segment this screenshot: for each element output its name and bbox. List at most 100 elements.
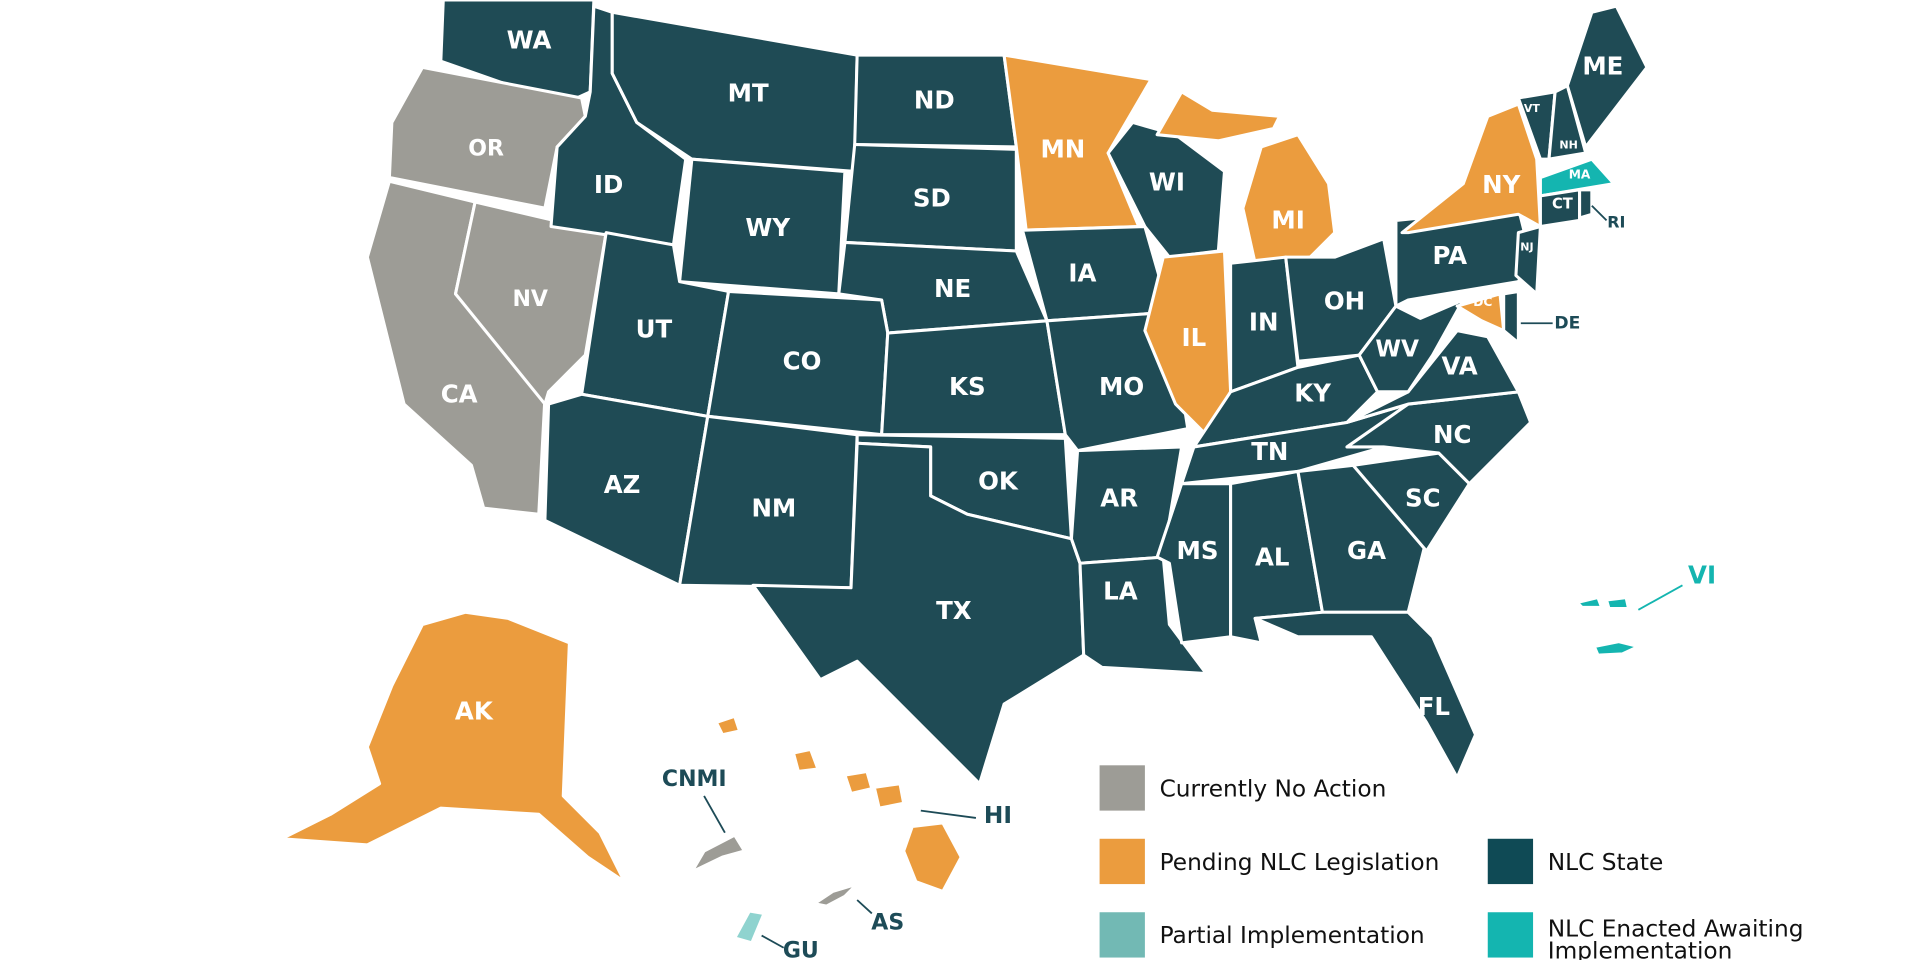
- legend-swatch: [1099, 838, 1145, 885]
- legend-swatch: [1487, 912, 1534, 958]
- legend-item: Currently No Action: [1099, 765, 1387, 811]
- region-label: MS: [1177, 536, 1219, 565]
- legend-label: NLC Enacted Awaiting Implementation: [1548, 915, 1804, 960]
- legend-label: NLC State: [1548, 849, 1664, 876]
- region-label: DC: [1473, 295, 1492, 309]
- region: GA: [1296, 463, 1429, 614]
- region-shape: [1400, 102, 1542, 235]
- region: OR: [387, 65, 587, 210]
- region: MS: [1155, 482, 1233, 645]
- region-shape: [791, 747, 820, 773]
- region: FL: [1253, 610, 1478, 780]
- region-shape: [1605, 596, 1631, 611]
- region: GU: [733, 909, 819, 960]
- region-shape: [751, 441, 1086, 786]
- region: MI: [1155, 90, 1337, 265]
- region-label: VA: [1441, 351, 1477, 380]
- region-label: KS: [949, 372, 986, 401]
- legend-label: Pending NLC Legislation: [1160, 849, 1440, 876]
- region: RI: [1578, 188, 1625, 231]
- region-shape: [1106, 120, 1227, 259]
- region-label: TX: [936, 596, 972, 625]
- region: SD: [843, 142, 1018, 253]
- region: DE: [1502, 289, 1580, 345]
- legend-swatch: [1487, 838, 1534, 885]
- region: NV: [453, 200, 608, 406]
- region-label: CNMI: [662, 767, 727, 792]
- region-label: AZ: [604, 470, 641, 499]
- region-label: OK: [978, 466, 1019, 495]
- region-label: WY: [745, 213, 790, 242]
- region-label: RI: [1607, 212, 1625, 231]
- region-label: WV: [1375, 336, 1419, 363]
- region-label: GU: [783, 938, 819, 960]
- region-label: NE: [934, 274, 971, 303]
- region-label: AL: [1255, 542, 1290, 571]
- region: VI: [1575, 561, 1716, 657]
- region-label: NM: [751, 493, 796, 522]
- region-label: MN: [1040, 135, 1085, 164]
- region: AK: [280, 610, 627, 884]
- region-label: NV: [512, 287, 548, 312]
- region-label: ND: [914, 86, 955, 115]
- region: CO: [706, 289, 890, 437]
- region: WY: [678, 157, 847, 296]
- region-label: NJ: [1520, 240, 1533, 253]
- region-shape: [1514, 225, 1542, 296]
- region-shape: [1253, 610, 1478, 780]
- region-label: PA: [1432, 241, 1467, 270]
- legend-item: Pending NLC Legislation: [1099, 838, 1440, 885]
- region-label: VT: [1524, 102, 1541, 115]
- region-shape: [1155, 90, 1282, 143]
- region: DC: [1455, 292, 1506, 333]
- region-label: IL: [1182, 323, 1207, 352]
- region-shape: [690, 833, 747, 874]
- region-shape: [543, 392, 710, 587]
- region-shape: [387, 65, 587, 210]
- region: ND: [853, 53, 1018, 149]
- leader-line: [856, 899, 873, 915]
- region-shape: [1565, 4, 1649, 149]
- region: WV: [1357, 298, 1465, 394]
- region: SC: [1351, 451, 1471, 553]
- leader-line: [1591, 205, 1608, 222]
- region-label: GA: [1347, 536, 1386, 565]
- region-shape: [1241, 133, 1337, 265]
- region-shape: [1296, 463, 1429, 614]
- region-label: CO: [783, 346, 822, 375]
- region-label: WI: [1149, 168, 1185, 197]
- legend-swatch: [1099, 765, 1145, 811]
- region: NH: [1547, 84, 1588, 161]
- region: HI: [714, 714, 1012, 893]
- region-label: OH: [1324, 286, 1365, 315]
- region: ID: [549, 4, 688, 247]
- region-label: FL: [1418, 692, 1450, 721]
- region-label: AS: [871, 910, 904, 935]
- region: IA: [1020, 225, 1171, 323]
- region-shape: [1578, 188, 1594, 220]
- region-label: MI: [1271, 206, 1304, 235]
- legend-label: Currently No Action: [1160, 775, 1387, 802]
- region-shape: [1547, 84, 1588, 161]
- region-label: NH: [1559, 139, 1577, 152]
- region-label: UT: [636, 315, 673, 344]
- region-shape: [812, 882, 859, 908]
- region-shape: [1538, 157, 1616, 198]
- region: MN: [1002, 53, 1153, 232]
- region: KS: [880, 319, 1067, 437]
- region: NE: [837, 240, 1049, 335]
- legend-label-line: NLC Enacted Awaiting: [1548, 915, 1804, 942]
- region-shape: [733, 909, 766, 945]
- region-label: KY: [1294, 378, 1331, 407]
- region: CT: [1538, 188, 1582, 229]
- region-label: MT: [728, 78, 769, 107]
- region: AZ: [543, 392, 710, 587]
- region-label: SD: [913, 184, 951, 213]
- region-shape: [1502, 289, 1520, 345]
- leader-line: [1637, 584, 1683, 611]
- region-label: AR: [1100, 484, 1138, 513]
- region-shape: [1357, 298, 1465, 394]
- leader-line: [761, 934, 785, 949]
- region-label: LA: [1103, 577, 1138, 606]
